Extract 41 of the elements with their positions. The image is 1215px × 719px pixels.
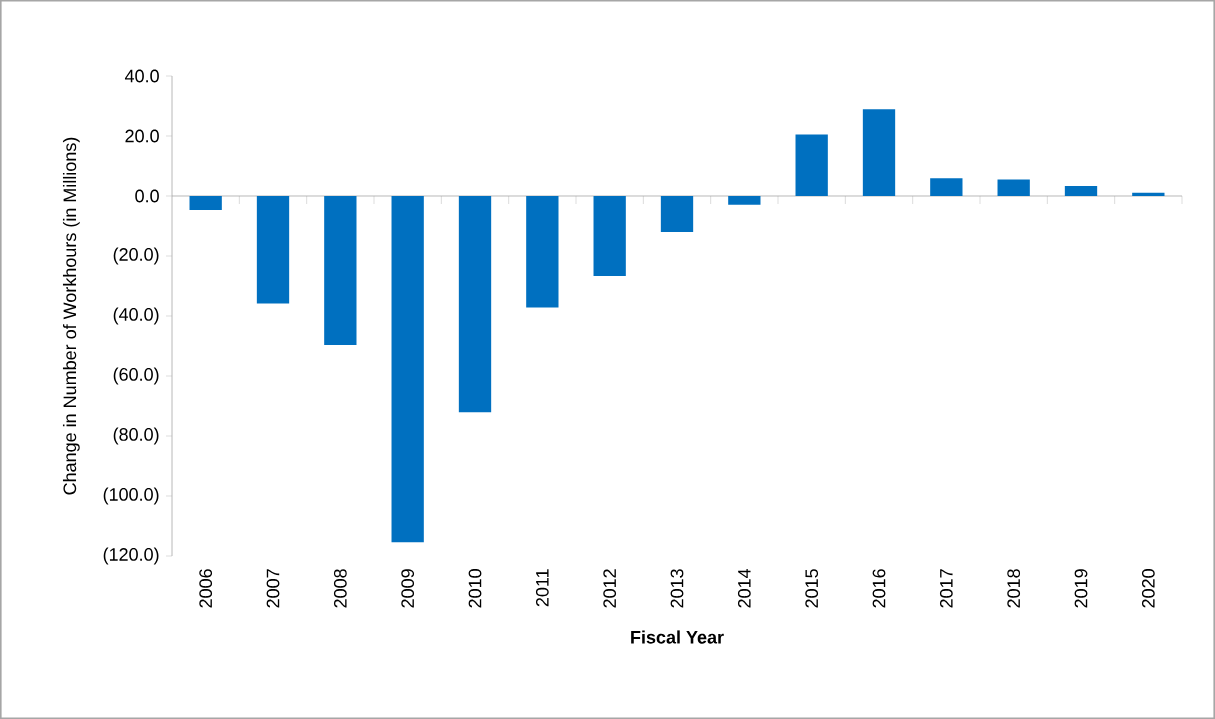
x-tick-label: 2011 xyxy=(535,569,549,607)
x-tick-label: 2007 xyxy=(266,569,280,608)
y-tick-label: (40.0) xyxy=(113,307,159,325)
x-tick-label: 2020 xyxy=(1141,569,1155,608)
x-tick-label: 2014 xyxy=(737,568,751,608)
x-axis-title: Fiscal Year xyxy=(631,630,724,644)
y-tick-label: (100.0) xyxy=(103,487,159,505)
y-tick-label: 0.0 xyxy=(135,189,159,203)
x-tick-label: 2008 xyxy=(333,569,347,608)
y-tick-label: 40.0 xyxy=(124,69,159,83)
y-tick-label: (120.0) xyxy=(103,547,159,565)
x-tick-label: 2006 xyxy=(199,569,213,608)
bar xyxy=(1132,192,1165,196)
y-tick-label: 20.0 xyxy=(125,129,159,143)
bar xyxy=(391,196,424,543)
bar xyxy=(256,196,290,304)
bar xyxy=(862,109,896,196)
y-tick-label: (80.0) xyxy=(113,427,159,445)
bar xyxy=(458,196,492,413)
bar xyxy=(795,134,828,196)
x-tick-label: 2017 xyxy=(939,569,953,608)
x-tick-label: 2012 xyxy=(603,569,617,608)
bar xyxy=(997,179,1030,196)
bar xyxy=(324,196,357,346)
x-tick-label: 2010 xyxy=(468,569,482,608)
x-tick-label: 2013 xyxy=(670,569,684,608)
y-tick-label: (20.0) xyxy=(113,247,159,265)
bar xyxy=(189,196,222,211)
y-tick-label: (60.0) xyxy=(113,367,159,385)
x-tick-label: 2018 xyxy=(1007,569,1021,608)
y-axis-title: Change in Number of Workhours (in Millions) xyxy=(62,137,80,495)
bar xyxy=(728,196,761,205)
x-tick-label: 2016 xyxy=(872,569,886,608)
bar xyxy=(1064,186,1098,196)
bar xyxy=(660,196,694,232)
x-tick-label: 2015 xyxy=(805,569,819,608)
bar xyxy=(593,196,626,277)
x-tick-label: 2009 xyxy=(401,569,415,608)
bar xyxy=(526,196,559,308)
x-tick-label: 2019 xyxy=(1074,569,1088,608)
bar xyxy=(930,178,963,196)
